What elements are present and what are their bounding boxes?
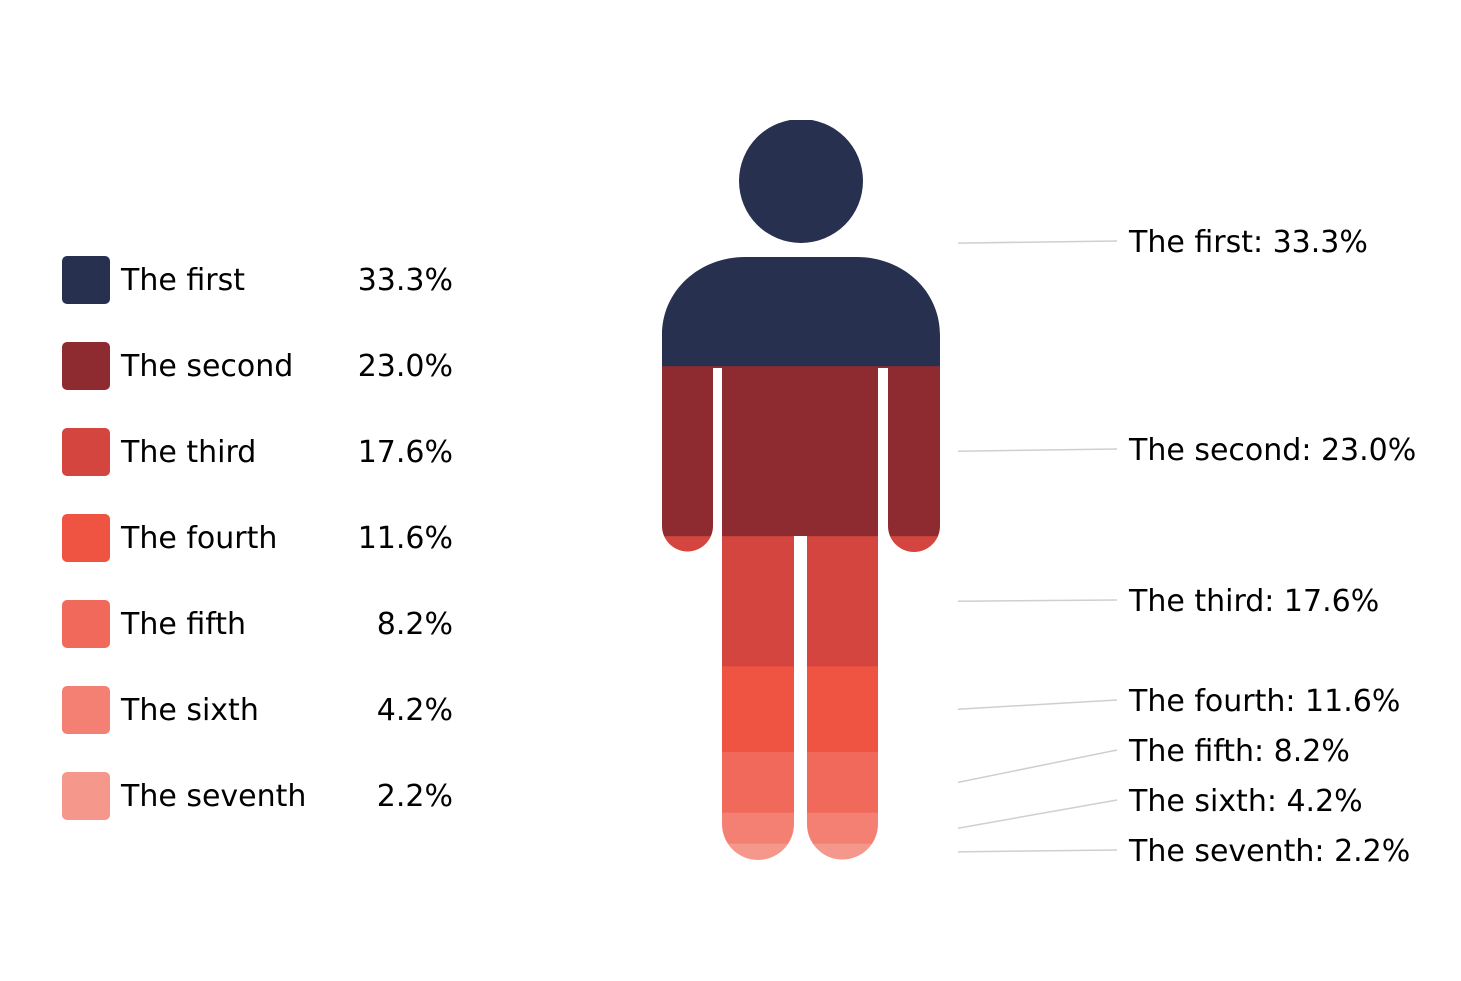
legend-label-3: The third — [120, 435, 256, 470]
figure-band-7 — [662, 843, 940, 860]
legend-value-2: 23.0% — [358, 349, 453, 384]
callout-line-1 — [957, 240, 1118, 244]
legend-label-4: The fourth — [120, 521, 277, 556]
callout-line-4 — [957, 699, 1118, 710]
callouts: The first: 33.3% The second: 23.0% The thi… — [957, 225, 1416, 869]
legend-label-2: The second — [120, 349, 293, 384]
legend-label-7: The seventh — [120, 779, 306, 814]
legend-value-7: 2.2% — [377, 779, 453, 814]
legend-value-1: 33.3% — [358, 263, 453, 298]
callout-line-5 — [957, 749, 1118, 784]
callout-label-7: The seventh: 2.2% — [1128, 834, 1410, 869]
legend-value-6: 4.2% — [377, 693, 453, 728]
legend: The first 33.3% The second 23.0% The third 17… — [62, 256, 453, 820]
legend-swatch-6 — [62, 686, 110, 734]
callout-label-1: The first: 33.3% — [1128, 225, 1368, 260]
legend-value-5: 8.2% — [377, 607, 453, 642]
callout-label-6: The sixth: 4.2% — [1128, 784, 1363, 819]
figure-band-4 — [662, 666, 940, 753]
legend-label-5: The fifth — [120, 607, 246, 642]
legend-swatch-7 — [62, 772, 110, 820]
legend-value-3: 17.6% — [358, 435, 453, 470]
legend-swatch-4 — [62, 514, 110, 562]
figure-band-3 — [662, 536, 940, 667]
callout-label-4: The fourth: 11.6% — [1128, 684, 1400, 719]
legend-swatch-3 — [62, 428, 110, 476]
callout-line-7 — [957, 849, 1118, 853]
legend-swatch-5 — [62, 600, 110, 648]
legend-value-4: 11.6% — [358, 521, 453, 556]
callout-label-3: The third: 17.6% — [1128, 584, 1379, 619]
legend-swatch-2 — [62, 342, 110, 390]
figure-band-1 — [662, 120, 940, 367]
legend-swatch-1 — [62, 256, 110, 304]
figure-band-5 — [662, 752, 940, 814]
callout-line-3 — [957, 599, 1118, 603]
callout-line-6 — [957, 799, 1118, 829]
figure-band-2 — [662, 366, 940, 537]
legend-label-1: The first — [120, 263, 245, 298]
callout-line-2 — [957, 448, 1118, 452]
legend-label-6: The sixth — [120, 693, 259, 728]
person-figure — [662, 120, 940, 860]
figure-band-6 — [662, 812, 940, 845]
callout-label-5: The fifth: 8.2% — [1128, 734, 1350, 769]
callout-label-2: The second: 23.0% — [1128, 433, 1416, 468]
